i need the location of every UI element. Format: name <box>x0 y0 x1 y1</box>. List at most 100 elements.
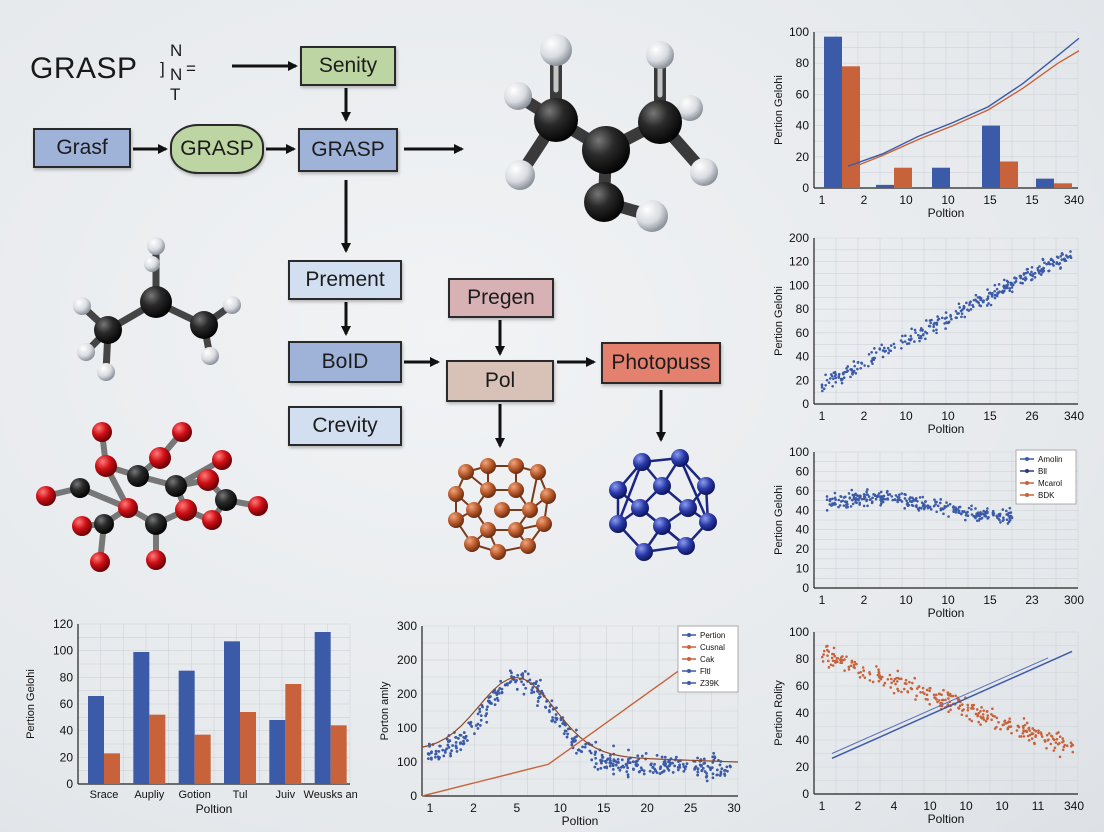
scatter-point <box>870 351 873 354</box>
scatter-point <box>676 765 680 769</box>
x-category-label: Srace <box>90 789 119 801</box>
scatter-point <box>903 492 906 496</box>
scatter-point <box>919 691 922 694</box>
scatter-point <box>890 681 893 685</box>
x-tick-label: 1 <box>819 799 826 813</box>
scatter-point <box>867 495 871 498</box>
scatter-point <box>883 497 887 501</box>
scatter-point <box>1009 511 1013 514</box>
scatter-point <box>918 336 921 340</box>
scatter-point <box>935 331 938 335</box>
scatter-point <box>979 511 982 514</box>
scatter-point <box>822 387 826 391</box>
scatter-point <box>581 745 585 749</box>
scatter-point <box>663 759 667 763</box>
scatter-point <box>932 504 936 508</box>
scatter-point <box>852 665 856 669</box>
y-tick-label: 100 <box>789 25 809 39</box>
bar-series2 <box>194 734 211 784</box>
scatter-point <box>493 698 497 701</box>
scatter-point <box>993 293 997 297</box>
scatter-point <box>1055 737 1059 741</box>
y-tick-label: 20 <box>796 150 810 164</box>
formula: N ] N = T <box>160 42 212 104</box>
scatter-point <box>979 304 983 308</box>
scatter-point <box>945 501 948 504</box>
scatter-point <box>943 322 946 325</box>
scatter-point <box>1010 286 1014 289</box>
scatter-point <box>446 743 450 747</box>
y-tick-label: 60 <box>796 326 810 340</box>
scatter-point <box>828 498 832 502</box>
scatter-point <box>986 714 990 717</box>
scatter-point <box>993 283 997 287</box>
scatter-point <box>492 690 495 694</box>
scatter-point <box>601 755 605 759</box>
scatter-point <box>840 381 844 385</box>
scatter-point <box>596 767 600 771</box>
scatter-point <box>470 725 474 728</box>
scatter-point <box>898 677 901 681</box>
legend-label: Mcarol <box>1038 479 1062 488</box>
scatter-point <box>903 340 907 343</box>
scatter-point <box>960 512 963 516</box>
scatter-point <box>889 344 893 347</box>
scatter-point <box>611 767 615 771</box>
scatter-point <box>884 349 888 353</box>
scatter-point <box>1026 734 1030 738</box>
scatter-point <box>928 702 932 706</box>
scatter-point <box>530 691 533 695</box>
scatter-point <box>1046 262 1050 266</box>
scatter-point <box>1019 274 1023 278</box>
y-tick-label: 300 <box>397 619 417 633</box>
scatter-point <box>1005 285 1009 289</box>
scatter-point <box>925 688 929 692</box>
scatter-point <box>860 361 863 365</box>
scatter-point <box>970 719 974 723</box>
small-molecule <box>73 237 241 381</box>
scatter-point <box>891 498 895 502</box>
scatter-point <box>509 680 513 683</box>
scatter-point <box>966 703 970 707</box>
scatter-point <box>913 499 917 502</box>
scatter-point <box>584 742 588 746</box>
scatter-point <box>536 704 539 707</box>
scatter-point <box>957 707 961 710</box>
scatter-point <box>653 762 656 766</box>
scatter-point <box>821 660 825 663</box>
scatter-point <box>1028 729 1032 732</box>
scatter-point <box>575 735 579 738</box>
x-axis-label: Poltion <box>562 814 599 828</box>
bar-series2 <box>240 712 256 784</box>
scatter-point <box>538 692 542 696</box>
scatter-point <box>834 661 837 664</box>
scatter-point <box>903 507 907 510</box>
scatter-point <box>1052 264 1055 267</box>
scatter-point <box>551 716 554 719</box>
scatter-point <box>985 304 989 307</box>
x-tick-label: 10 <box>941 593 955 607</box>
scatter-point <box>860 497 864 501</box>
bar-series1 <box>269 720 286 784</box>
diagram-title: GRASP <box>30 52 138 85</box>
chart-bottom-left-bar: 0 20 40 60 80 100 120 Poltion Pertion Gelohi Srac… <box>25 617 358 814</box>
scatter-point <box>879 490 883 494</box>
scatter-point <box>936 504 940 508</box>
y-tick-label: 0 <box>802 397 809 411</box>
scatter-point <box>660 770 664 774</box>
x-axis-label: Poltion <box>928 812 965 824</box>
scatter-point <box>1052 260 1056 264</box>
scatter-point <box>991 707 994 711</box>
scatter-point <box>998 290 1001 294</box>
scatter-point <box>678 763 682 767</box>
scatter-point <box>944 311 948 314</box>
scatter-point <box>1036 266 1040 270</box>
x-tick-label: 2 <box>861 193 868 207</box>
scatter-point <box>948 692 952 696</box>
scatter-point <box>1062 745 1066 749</box>
legend-label: Cusnal <box>700 643 725 652</box>
scatter-point <box>933 696 936 699</box>
scatter-point <box>1045 746 1048 750</box>
scatter-point <box>1005 279 1009 283</box>
